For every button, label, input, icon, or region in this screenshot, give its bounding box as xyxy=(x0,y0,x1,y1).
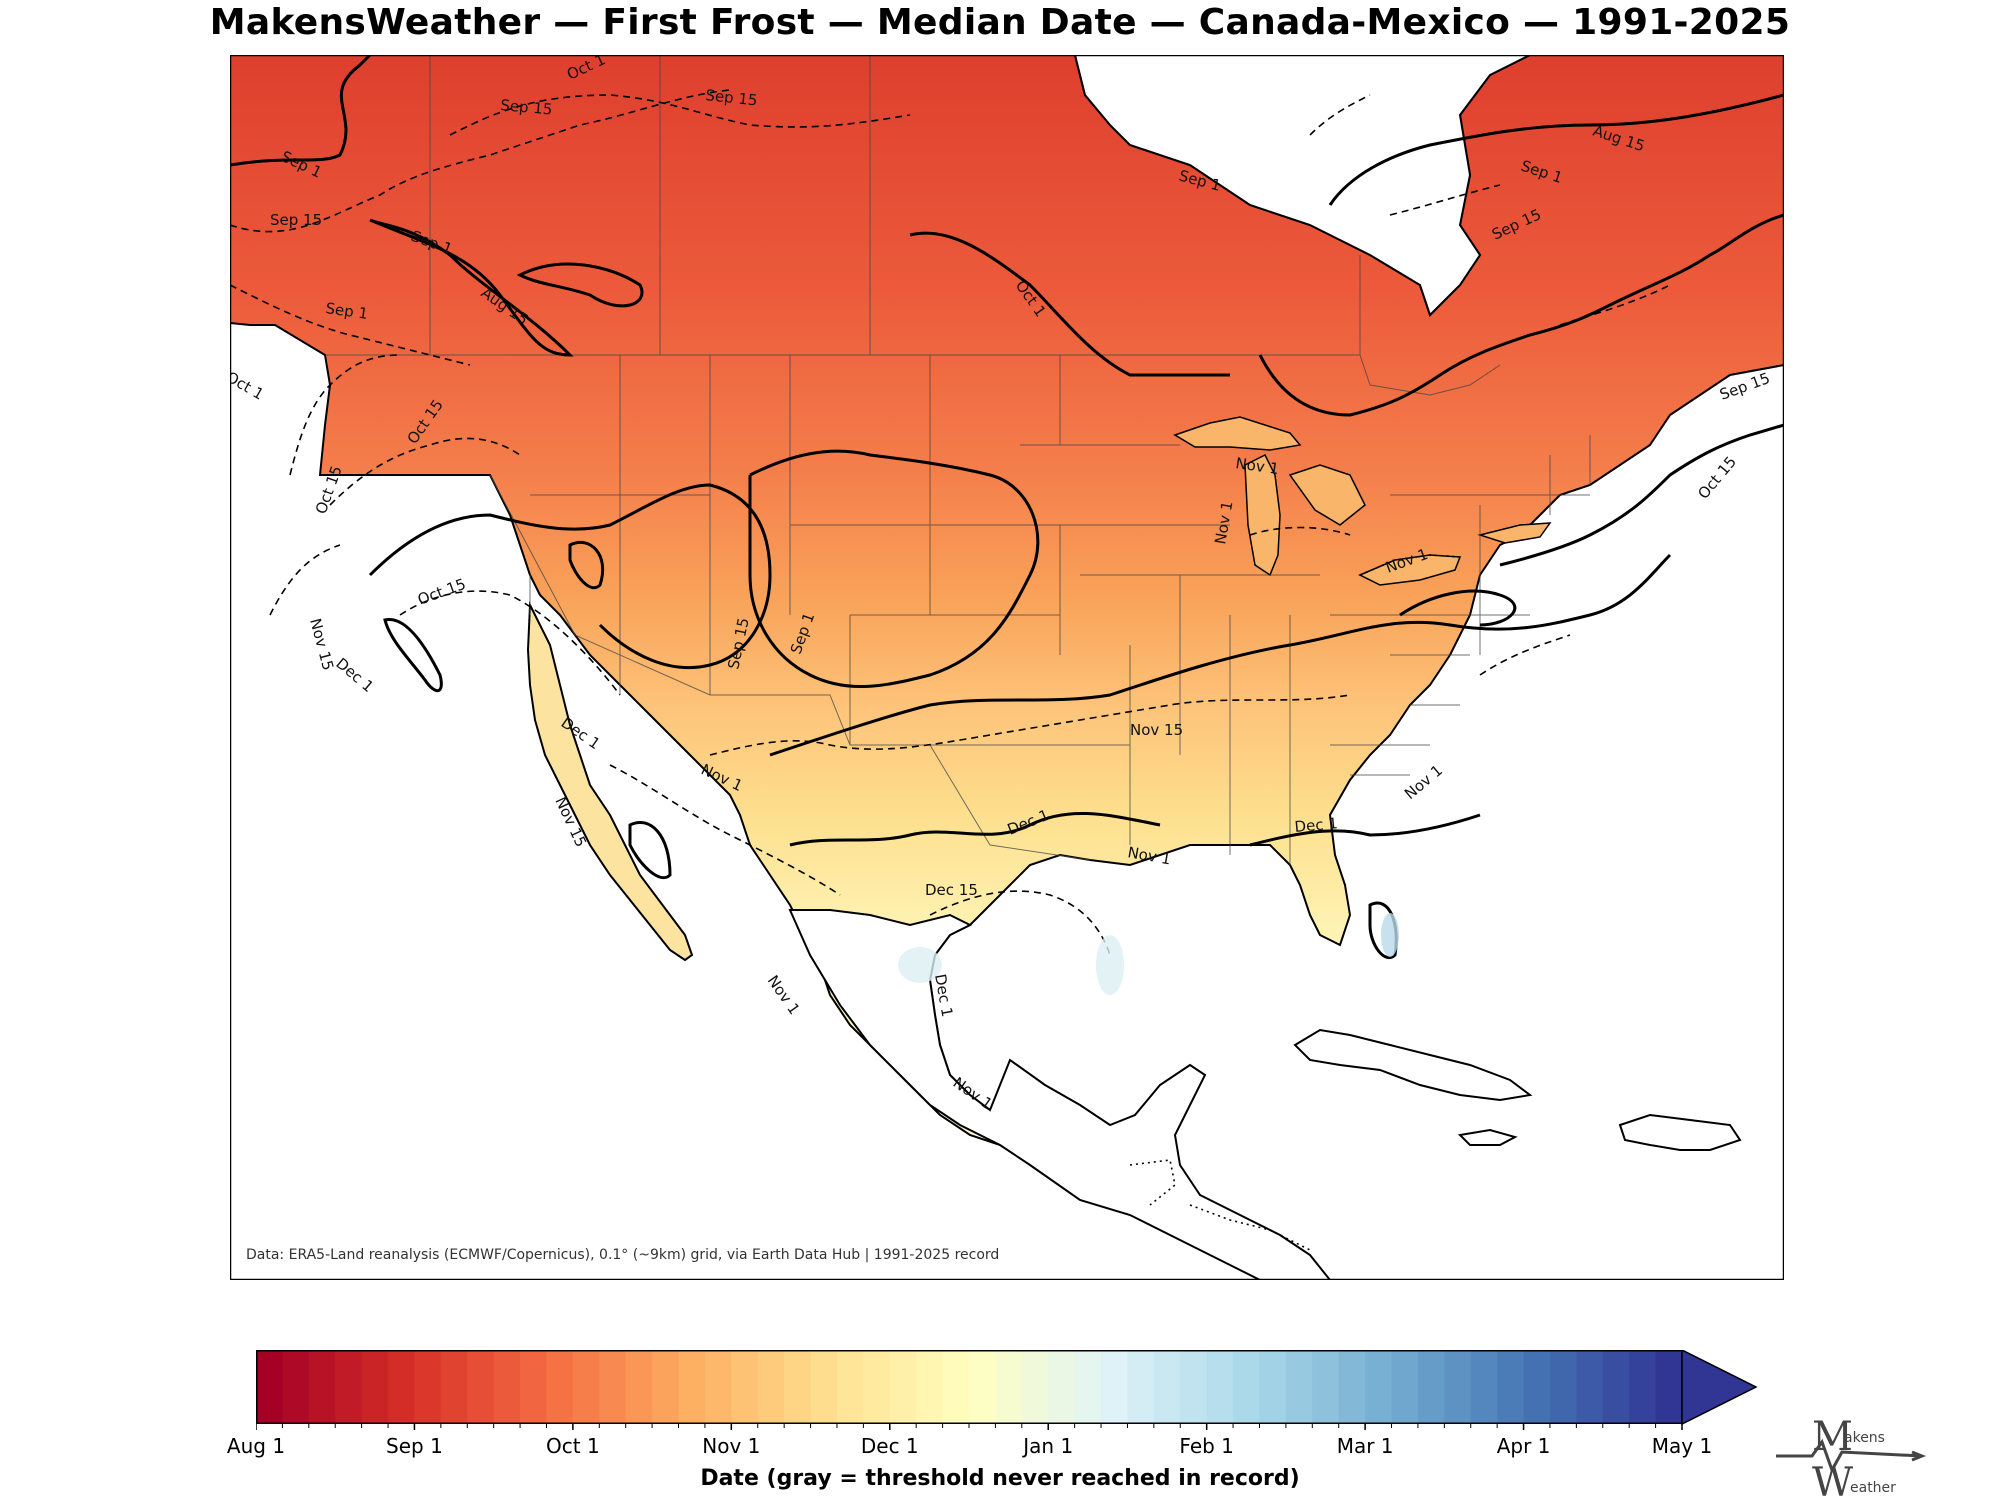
colorbar-cell xyxy=(1655,1350,1683,1424)
colorbar-cell xyxy=(546,1350,574,1424)
colorbar-cell xyxy=(1470,1350,1498,1424)
colorbar-cell xyxy=(969,1350,997,1424)
colorbar-cell xyxy=(916,1350,944,1424)
land-baja xyxy=(526,601,694,962)
colorbar-cell xyxy=(1497,1350,1525,1424)
colorbar-cell xyxy=(335,1350,363,1424)
colorbar-cell xyxy=(1021,1350,1049,1424)
land-hispaniola xyxy=(1618,1113,1742,1151)
colorbar-cell xyxy=(1312,1350,1340,1424)
colorbar-title: Date (gray = threshold never reached in … xyxy=(700,1466,1300,1491)
colorbar-cell xyxy=(388,1350,416,1424)
contour-label: Sep 1 xyxy=(324,299,369,323)
colorbar-cell xyxy=(1285,1350,1313,1424)
frost-date-map: Aug 15 Aug 15 Sep 1 Sep 1 Sep 1 Sep 1 Se… xyxy=(230,55,1784,1280)
great-lakes xyxy=(1173,416,1552,586)
contour-label: Dec 15 xyxy=(925,881,978,899)
land-north-america xyxy=(230,55,1784,1147)
colorbar-cell xyxy=(942,1350,970,1424)
colorbar-cell xyxy=(520,1350,548,1424)
colorbar-ticks xyxy=(256,1424,1683,1430)
colorbar-cell xyxy=(1417,1350,1445,1424)
colorbar-cell xyxy=(810,1350,838,1424)
colorbar-cell xyxy=(1549,1350,1577,1424)
colorbar-tick-label: Apr 1 xyxy=(1496,1434,1551,1458)
colorbar-cell xyxy=(308,1350,336,1424)
late-frost-pockets xyxy=(898,913,1399,995)
colorbar-cell xyxy=(757,1350,785,1424)
colorbar-cell xyxy=(678,1350,706,1424)
colorbar-tick-label: Feb 1 xyxy=(1179,1434,1234,1458)
colorbar-cell xyxy=(652,1350,680,1424)
land-cuba xyxy=(1293,1028,1533,1102)
contour-label: Nov 15 xyxy=(1130,721,1183,739)
logo-text-eather: eather xyxy=(1850,1480,1896,1496)
colorbar-cell xyxy=(414,1350,442,1424)
colorbar-cell xyxy=(625,1350,653,1424)
contours-solid xyxy=(230,55,1784,959)
colorbar-cell xyxy=(467,1350,495,1424)
colorbar xyxy=(256,1350,1758,1430)
colorbar-cell xyxy=(1127,1350,1155,1424)
hudson-bay xyxy=(1073,55,1531,317)
colorbar-tick-label: Aug 1 xyxy=(226,1434,286,1458)
colorbar-tick-label: Mar 1 xyxy=(1336,1434,1394,1458)
contour-label: Dec 1 xyxy=(1294,814,1339,836)
colorbar-cell xyxy=(1048,1350,1076,1424)
colorbar-tick-label: Nov 1 xyxy=(702,1434,761,1458)
colorbar-cell xyxy=(256,1350,284,1424)
map-title: MakensWeather — First Frost — Median Dat… xyxy=(209,2,1791,43)
colorbar-cell xyxy=(836,1350,864,1424)
colorbar-cell xyxy=(361,1350,389,1424)
colorbar-tick-label: Jan 1 xyxy=(1023,1434,1074,1458)
logo-text-akens: akens xyxy=(1844,1430,1885,1446)
colorbar-cell xyxy=(889,1350,917,1424)
contour-label: Sep 15 xyxy=(705,86,759,109)
colorbar-cell xyxy=(704,1350,732,1424)
map-frame xyxy=(230,55,1784,1280)
contours-dashed xyxy=(230,89,1671,956)
colorbar-cell xyxy=(282,1350,310,1424)
colorbar-cell xyxy=(1180,1350,1208,1424)
colorbar-cell xyxy=(572,1350,600,1424)
colorbar-cell xyxy=(1074,1350,1102,1424)
colorbar-cell xyxy=(1365,1350,1393,1424)
contour-label: Nov 1 xyxy=(1234,454,1280,478)
contour-label: Sep 15 xyxy=(500,96,554,118)
colorbar-cell xyxy=(1576,1350,1604,1424)
central-america-borders xyxy=(1129,554,1461,1251)
colorbar-cell xyxy=(440,1350,468,1424)
colorbar-cell xyxy=(493,1350,521,1424)
colorbar-cell xyxy=(784,1350,812,1424)
colorbar-cell xyxy=(1259,1350,1287,1424)
colorbar-cells xyxy=(256,1350,1683,1424)
colorbar-cell xyxy=(1233,1350,1261,1424)
logo-initial-w: W xyxy=(1812,1460,1853,1500)
data-credit: Data: ERA5-Land reanalysis (ECMWF/Copern… xyxy=(246,1247,1000,1263)
colorbar-tick-label: Dec 1 xyxy=(860,1434,919,1458)
contour-label: Sep 15 xyxy=(270,211,322,229)
colorbar-cell xyxy=(1602,1350,1630,1424)
colorbar-cell xyxy=(1391,1350,1419,1424)
makensweather-logo: M akens W eather xyxy=(1776,1414,1927,1500)
colorbar-cell xyxy=(599,1350,627,1424)
colorbar-cell xyxy=(1338,1350,1366,1424)
colorbar-cell xyxy=(1523,1350,1551,1424)
colorbar-tick-label: May 1 xyxy=(1651,1434,1713,1458)
colorbar-cell xyxy=(1153,1350,1181,1424)
admin-borders xyxy=(325,55,1591,865)
colorbar-extend-arrow xyxy=(1681,1350,1758,1426)
colorbar-cell xyxy=(1101,1350,1129,1424)
colorbar-cell xyxy=(995,1350,1023,1424)
colorbar-tick-label: Oct 1 xyxy=(546,1434,600,1458)
colorbar-tick-label: Sep 1 xyxy=(386,1434,443,1458)
colorbar-cell xyxy=(1444,1350,1472,1424)
colorbar-cell xyxy=(863,1350,891,1424)
colorbar-outline xyxy=(256,1350,1683,1424)
colorbar-cell xyxy=(1629,1350,1657,1424)
colorbar-cell xyxy=(1206,1350,1234,1424)
land-jamaica xyxy=(1457,1128,1518,1146)
colorbar-cell xyxy=(731,1350,759,1424)
